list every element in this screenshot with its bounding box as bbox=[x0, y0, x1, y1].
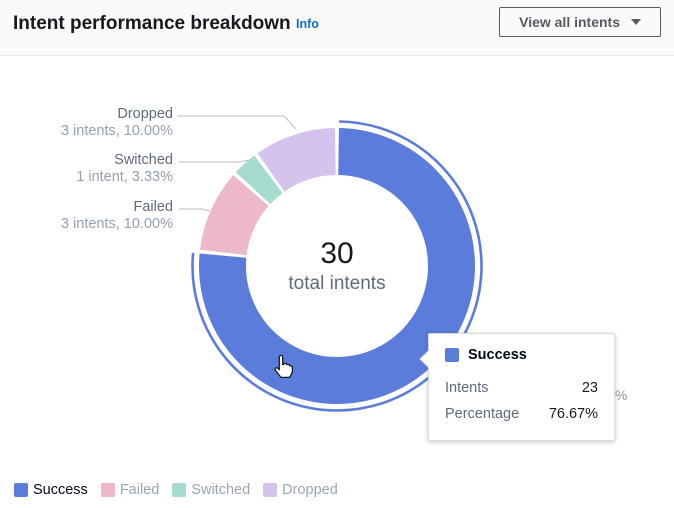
donut-segments[interactable] bbox=[198, 128, 475, 404]
callout-dropped-name: Dropped bbox=[117, 106, 173, 122]
tooltip-series-swatch bbox=[445, 348, 459, 362]
legend-item-dropped[interactable]: Dropped bbox=[263, 482, 338, 498]
donut-segment-dropped[interactable] bbox=[257, 128, 336, 192]
legend-item-failed[interactable]: Failed bbox=[100, 482, 160, 498]
legend-swatch-success bbox=[14, 483, 28, 497]
chart-tooltip: Success Intents 23 Percentage 76.67% bbox=[419, 333, 615, 441]
view-all-intents-label: View all intents bbox=[519, 14, 620, 30]
legend-item-switched[interactable]: Switched bbox=[172, 482, 250, 498]
callout-switched-name: Switched bbox=[114, 152, 173, 168]
total-intents-label: total intents bbox=[288, 273, 386, 294]
tooltip-percentage-row: Percentage 76.67% bbox=[445, 401, 598, 427]
success-label-fragment: % bbox=[615, 387, 628, 403]
tooltip-percentage-label: Percentage bbox=[445, 406, 520, 422]
legend-swatch-switched bbox=[172, 483, 187, 497]
callout-failed-name: Failed bbox=[133, 199, 174, 215]
donut-segment-switched[interactable] bbox=[235, 155, 283, 205]
callout-dropped-detail: 3 intents, 10.00% bbox=[60, 123, 173, 139]
chevron-down-icon bbox=[631, 19, 641, 25]
callout-leader-lines bbox=[177, 115, 297, 212]
donut-segment-success[interactable] bbox=[198, 128, 475, 404]
widget-header: Intent performance breakdown Info View a… bbox=[0, 0, 674, 56]
chart-legend: Success Failed Switched Dropped bbox=[14, 482, 338, 498]
info-link[interactable]: Info bbox=[296, 17, 319, 31]
tooltip-intents-label: Intents bbox=[445, 380, 489, 396]
total-intents-value: 30 bbox=[320, 237, 354, 270]
callout-switched-detail: 1 intent, 3.33% bbox=[76, 169, 173, 185]
callout-failed-detail: 3 intents, 10.00% bbox=[60, 216, 173, 232]
donut-segment-failed[interactable] bbox=[199, 175, 269, 256]
legend-label-success: Success bbox=[33, 482, 88, 498]
legend-swatch-failed bbox=[100, 483, 115, 497]
legend-item-success[interactable]: Success bbox=[14, 482, 88, 498]
legend-label-switched: Switched bbox=[191, 482, 251, 498]
view-all-intents-button[interactable]: View all intents bbox=[499, 7, 661, 37]
tooltip-percentage-value: 76.67% bbox=[548, 406, 598, 422]
tooltip-title: Success bbox=[468, 347, 527, 363]
page-title: Intent performance breakdown bbox=[13, 13, 291, 34]
legend-label-dropped: Dropped bbox=[282, 482, 338, 498]
legend-label-failed: Failed bbox=[119, 482, 160, 498]
tooltip-row-intents: Intents 23 bbox=[445, 375, 598, 401]
tooltip-intents-value: 23 bbox=[581, 380, 598, 396]
legend-swatch-dropped bbox=[263, 483, 278, 497]
